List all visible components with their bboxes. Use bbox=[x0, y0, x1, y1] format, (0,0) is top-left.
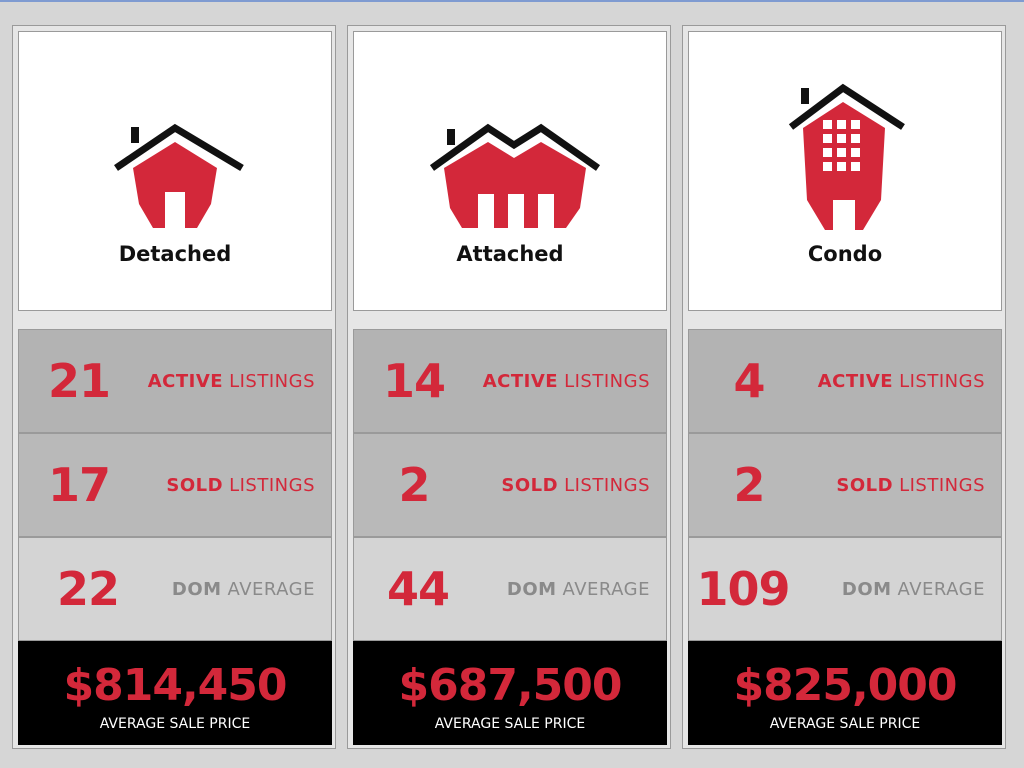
active-count: 21 bbox=[47, 354, 111, 408]
active-listings-row: 21 ACTIVE LISTINGS bbox=[18, 329, 332, 433]
sold-listings-row: 2 SOLD LISTINGS bbox=[688, 433, 1002, 537]
active-keyword: ACTIVE bbox=[482, 370, 559, 392]
average-sale-price-label: AVERAGE SALE PRICE bbox=[769, 716, 921, 732]
average-word: AVERAGE bbox=[227, 578, 315, 600]
listings-word: LISTINGS bbox=[229, 370, 315, 392]
average-sale-price-label: AVERAGE SALE PRICE bbox=[434, 716, 586, 732]
listings-word: LISTINGS bbox=[899, 474, 985, 496]
average-sale-price-block: $814,450 AVERAGE SALE PRICE bbox=[18, 641, 332, 745]
dom-keyword: DOM bbox=[506, 578, 557, 600]
property-type-label: Detached bbox=[118, 242, 232, 266]
active-listings-label: ACTIVE LISTINGS bbox=[148, 330, 315, 432]
average-sale-price-block: $825,000 AVERAGE SALE PRICE bbox=[688, 641, 1002, 745]
listings-word: LISTINGS bbox=[564, 370, 650, 392]
detached-card: Detached bbox=[18, 31, 332, 311]
sold-count: 2 bbox=[398, 458, 430, 512]
average-word: AVERAGE bbox=[562, 578, 650, 600]
top-border bbox=[0, 0, 1024, 2]
sold-count: 17 bbox=[47, 458, 111, 512]
property-type-label: Condo bbox=[807, 242, 883, 266]
dom-average-row: 44 DOM AVERAGE bbox=[353, 537, 667, 641]
condo-building-icon bbox=[788, 83, 905, 230]
attached-card: Attached bbox=[353, 31, 667, 311]
sold-listings-label: SOLD LISTINGS bbox=[836, 434, 985, 536]
active-keyword: ACTIVE bbox=[817, 370, 894, 392]
dom-average-row: 22 DOM AVERAGE bbox=[18, 537, 332, 641]
active-listings-label: ACTIVE LISTINGS bbox=[483, 330, 650, 432]
dom-average-label: DOM AVERAGE bbox=[507, 538, 650, 640]
attached-column: Attached 14 ACTIVE LISTINGS 2 SOLD LISTI… bbox=[347, 25, 671, 749]
dom-average-row: 109 DOM AVERAGE bbox=[688, 537, 1002, 641]
average-sale-price-label: AVERAGE SALE PRICE bbox=[99, 716, 251, 732]
condo-card: Condo bbox=[688, 31, 1002, 311]
dom-keyword: DOM bbox=[841, 578, 892, 600]
sold-count: 2 bbox=[733, 458, 765, 512]
dom-keyword: DOM bbox=[171, 578, 222, 600]
average-sale-price: $687,500 bbox=[398, 660, 622, 711]
sold-listings-row: 17 SOLD LISTINGS bbox=[18, 433, 332, 537]
detached-column: Detached 21 ACTIVE LISTINGS 17 SOLD LIST… bbox=[12, 25, 336, 749]
average-sale-price-block: $687,500 AVERAGE SALE PRICE bbox=[353, 641, 667, 745]
detached-house-icon bbox=[114, 123, 244, 228]
sold-keyword: SOLD bbox=[166, 474, 224, 496]
sold-keyword: SOLD bbox=[836, 474, 894, 496]
active-count: 14 bbox=[382, 354, 446, 408]
sold-listings-row: 2 SOLD LISTINGS bbox=[353, 433, 667, 537]
dom-value: 109 bbox=[696, 562, 790, 616]
active-listings-row: 14 ACTIVE LISTINGS bbox=[353, 329, 667, 433]
active-listings-row: 4 ACTIVE LISTINGS bbox=[688, 329, 1002, 433]
active-count: 4 bbox=[733, 354, 765, 408]
dom-average-label: DOM AVERAGE bbox=[842, 538, 985, 640]
listings-word: LISTINGS bbox=[229, 474, 315, 496]
listings-word: LISTINGS bbox=[564, 474, 650, 496]
active-keyword: ACTIVE bbox=[147, 370, 224, 392]
dom-average-label: DOM AVERAGE bbox=[172, 538, 315, 640]
condo-column: Condo 4 ACTIVE LISTINGS 2 SOLD LISTINGS … bbox=[682, 25, 1006, 749]
sold-keyword: SOLD bbox=[501, 474, 559, 496]
property-type-label: Attached bbox=[456, 242, 564, 266]
dom-value: 44 bbox=[386, 562, 450, 616]
average-sale-price: $825,000 bbox=[733, 660, 957, 711]
active-listings-label: ACTIVE LISTINGS bbox=[818, 330, 985, 432]
sold-listings-label: SOLD LISTINGS bbox=[501, 434, 650, 536]
listings-word: LISTINGS bbox=[899, 370, 985, 392]
average-word: AVERAGE bbox=[897, 578, 985, 600]
attached-house-icon bbox=[429, 123, 601, 228]
dom-value: 22 bbox=[56, 562, 120, 616]
average-sale-price: $814,450 bbox=[63, 660, 287, 711]
sold-listings-label: SOLD LISTINGS bbox=[166, 434, 315, 536]
